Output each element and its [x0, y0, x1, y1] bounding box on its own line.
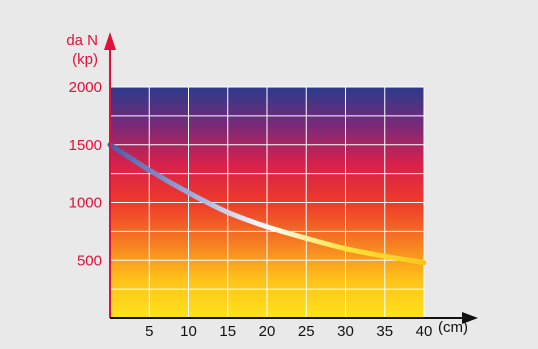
- x-tick-label: 25: [298, 323, 315, 340]
- x-tick-label: 40: [416, 323, 433, 340]
- y-axis-label-line-1: da N: [66, 32, 98, 49]
- x-tick-label: 20: [259, 323, 276, 340]
- y-tick-label: 2000: [69, 79, 102, 96]
- x-tick-label: 15: [219, 323, 236, 340]
- x-tick-label: 30: [337, 323, 354, 340]
- y-tick-label: 1000: [69, 195, 102, 212]
- y-axis-arrow-icon: [104, 32, 116, 50]
- x-tick-label: 35: [376, 323, 393, 340]
- x-tick-label: 10: [180, 323, 197, 340]
- y-tick-label: 500: [77, 252, 102, 269]
- x-tick-label: 5: [145, 323, 153, 340]
- y-axis-label-line-2: (kp): [72, 51, 98, 68]
- x-axis-label: (cm): [438, 319, 468, 336]
- y-tick-label: 1500: [69, 137, 102, 154]
